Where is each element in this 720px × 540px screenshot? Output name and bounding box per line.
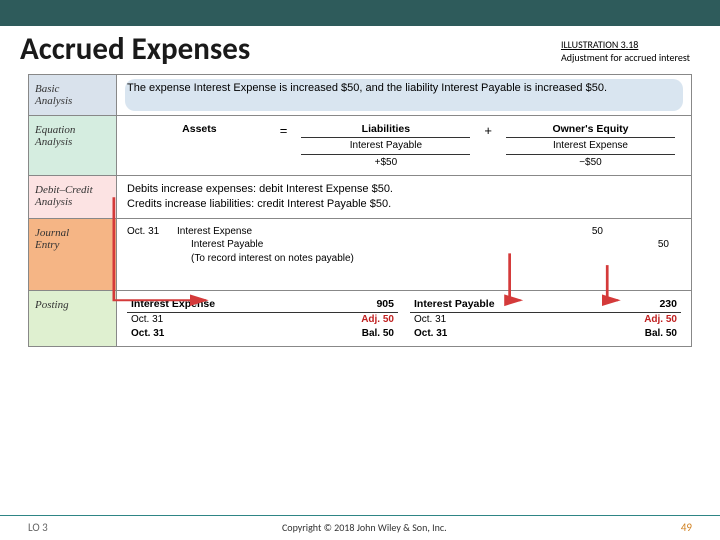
- illustration-label: ILLUSTRATION 3.18 Adjustment for accrued…: [561, 38, 690, 64]
- label-post: Posting: [29, 290, 117, 346]
- eq-oe: Owner's Equity: [500, 122, 681, 136]
- basic-content: The expense Interest Expense is increase…: [117, 75, 692, 116]
- post-l-r1a: Oct. 31: [131, 313, 163, 327]
- post-r-num: 230: [659, 297, 677, 311]
- je-debit: 50: [561, 225, 621, 239]
- eq-assets: Assets: [127, 122, 272, 136]
- equals-sign: =: [278, 122, 290, 140]
- je-content: Oct. 31 Interest Expense 50 Interest Pay…: [117, 218, 692, 290]
- label-dc: Debit–Credit Analysis: [29, 176, 117, 219]
- post-l-num: 905: [376, 297, 394, 311]
- post-r-r1a: Oct. 31: [414, 313, 446, 327]
- post-right: Interest Payable 230 Oct. 31 Adj. 50 Oct. …: [410, 297, 681, 340]
- eq-oe-sub: Interest Expense: [506, 137, 675, 155]
- plus-sign: +: [482, 122, 494, 140]
- label-basic: Basic Analysis: [29, 75, 117, 116]
- post-l-r1b: Adj. 50: [361, 313, 394, 327]
- je-date: Oct. 31: [127, 225, 177, 239]
- post-r-r2b: Bal. 50: [645, 327, 677, 341]
- post-left: Interest Expense 905 Oct. 31 Adj. 50 Oct. …: [127, 297, 398, 340]
- illustration-num: ILLUSTRATION 3.18: [561, 38, 690, 51]
- post-l-r2b: Bal. 50: [362, 327, 394, 341]
- je-line2: Interest Payable: [177, 238, 561, 252]
- header: Accrued Expenses ILLUSTRATION 3.18 Adjus…: [0, 26, 720, 74]
- post-l-title: Interest Expense: [131, 297, 215, 311]
- content: Basic Analysis The expense Interest Expe…: [0, 74, 720, 347]
- footer: LO 3 Copyright © 2018 John Wiley & Son, …: [0, 521, 720, 534]
- dc-content: Debits increase expenses: debit Interest…: [117, 176, 692, 219]
- equation-content: Assets = Liabilities Interest Payable +$…: [117, 116, 692, 176]
- post-r-r2a: Oct. 31: [414, 327, 447, 341]
- top-bar: [0, 0, 720, 26]
- label-equation: Equation Analysis: [29, 116, 117, 176]
- copyright: Copyright © 2018 John Wiley & Son, Inc.: [48, 521, 681, 534]
- post-l-r2a: Oct. 31: [131, 327, 164, 341]
- eq-oe-val: −$50: [500, 156, 681, 170]
- je-line1: Interest Expense: [177, 225, 561, 239]
- page-title: Accrued Expenses: [20, 30, 250, 68]
- basic-text: The expense Interest Expense is increase…: [127, 82, 607, 94]
- learning-objective: LO 3: [28, 521, 48, 534]
- page-number: 49: [681, 521, 692, 534]
- illustration-desc: Adjustment for accrued interest: [561, 51, 690, 64]
- eq-liab: Liabilities: [295, 122, 476, 136]
- eq-liab-val: +$50: [295, 156, 476, 170]
- label-je: Journal Entry: [29, 218, 117, 290]
- post-content: Interest Expense 905 Oct. 31 Adj. 50 Oct. …: [117, 290, 692, 346]
- analysis-table: Basic Analysis The expense Interest Expe…: [28, 74, 692, 347]
- je-credit: 50: [621, 238, 681, 252]
- footer-divider: [0, 515, 720, 516]
- je-note: (To record interest on notes payable): [177, 252, 561, 266]
- post-r-title: Interest Payable: [414, 297, 495, 311]
- post-r-r1b: Adj. 50: [644, 313, 677, 327]
- eq-liab-sub: Interest Payable: [301, 137, 470, 155]
